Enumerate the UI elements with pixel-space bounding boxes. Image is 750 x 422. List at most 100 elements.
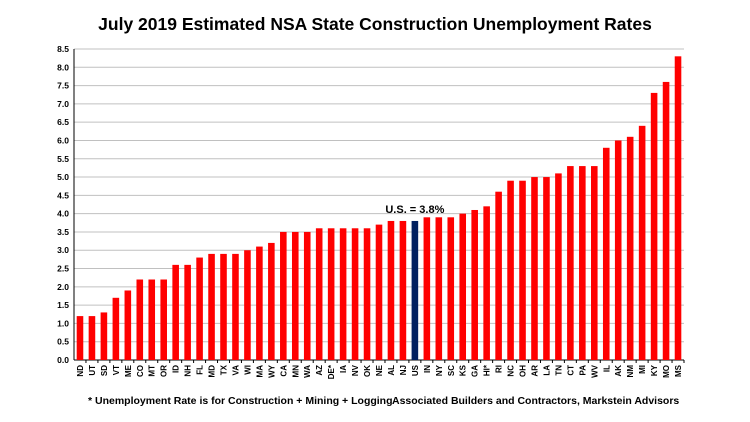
x-tick-label: OR	[160, 365, 169, 377]
y-tick-label: 0.0	[57, 355, 69, 365]
bar	[88, 316, 96, 360]
y-tick-label: 7.0	[57, 99, 69, 109]
x-tick-label: MS	[674, 364, 683, 377]
x-tick-label: SC	[447, 365, 456, 376]
bar	[172, 264, 179, 360]
bar	[662, 81, 670, 360]
bar-us	[411, 220, 419, 360]
y-tick-label: 3.0	[57, 245, 69, 255]
y-tick-label: 8.0	[57, 62, 69, 72]
y-tick-label: 2.5	[57, 264, 69, 274]
x-tick-label: KS	[459, 364, 468, 376]
bar	[423, 217, 431, 360]
x-tick-label: OK	[363, 365, 372, 377]
bar	[112, 297, 120, 360]
x-tick-label: NM	[626, 365, 635, 378]
bar	[76, 316, 84, 360]
bar	[614, 140, 622, 360]
x-tick-label: ME	[124, 364, 133, 377]
footnote-source: Associated Builders and Contractors, Mar…	[392, 395, 680, 407]
x-tick-label: AL	[387, 365, 396, 376]
us-annotation: U.S. = 3.8%	[385, 204, 444, 216]
bar	[531, 177, 538, 360]
bar	[363, 228, 371, 360]
x-tick-label: NV	[351, 364, 360, 376]
y-tick-label: 4.5	[57, 190, 69, 200]
bar	[375, 224, 383, 360]
y-tick-label: 6.0	[57, 135, 69, 145]
y-tick-label: 5.5	[57, 154, 69, 164]
y-tick-label: 8.5	[57, 44, 69, 54]
x-tick-label: AZ	[315, 365, 324, 376]
bar	[124, 290, 132, 360]
bar	[543, 177, 550, 360]
bar	[567, 166, 574, 360]
x-tick-label: MN	[291, 365, 300, 378]
bar	[100, 312, 108, 360]
x-tick-label: IL	[602, 365, 611, 372]
x-tick-label: TN	[554, 365, 563, 376]
x-tick-label: WI	[243, 365, 252, 375]
bar	[232, 253, 239, 360]
x-tick-label: HI*	[483, 364, 492, 376]
x-tick-label: CT	[566, 365, 575, 376]
bar	[591, 166, 598, 360]
bar	[303, 231, 311, 360]
x-tick-label: NJ	[399, 365, 408, 375]
bar	[471, 209, 478, 360]
footnote-methodology: * Unemployment Rate is for Construction …	[88, 395, 393, 407]
y-tick-label: 6.5	[57, 117, 69, 127]
bar	[650, 92, 658, 360]
bar	[136, 279, 144, 360]
x-tick-label: KY	[650, 364, 659, 376]
bar	[674, 56, 682, 360]
bar	[602, 147, 610, 360]
x-tick-label: NY	[435, 364, 444, 376]
x-tick-label: NC	[507, 365, 516, 377]
x-tick-label: IA	[339, 365, 348, 373]
bar	[196, 257, 203, 360]
bar	[339, 228, 347, 360]
x-tick-label: IN	[423, 365, 432, 373]
x-tick-label: US	[411, 364, 420, 376]
bar	[435, 217, 443, 360]
chart-title: July 2019 Estimated NSA State Constructi…	[98, 14, 652, 34]
bar	[626, 136, 634, 360]
bar	[315, 228, 323, 360]
bar	[184, 264, 191, 360]
y-tick-label: 4.0	[57, 209, 69, 219]
bar	[220, 253, 227, 360]
x-tick-label: TX	[220, 364, 229, 375]
bar	[519, 180, 526, 360]
x-tick-label: PA	[578, 365, 587, 376]
bar	[256, 246, 263, 360]
x-tick-label: MA	[255, 365, 264, 378]
bar	[638, 125, 646, 360]
x-tick-label: DE*	[327, 364, 336, 379]
x-tick-label: MD	[208, 365, 217, 378]
bar	[459, 213, 467, 360]
y-tick-label: 2.0	[57, 282, 69, 292]
bar	[291, 231, 299, 360]
x-tick-label: WA	[303, 365, 312, 378]
x-tick-label: RI	[495, 365, 504, 373]
x-tick-label: ID	[172, 365, 181, 373]
bar	[148, 279, 156, 360]
bar	[447, 217, 455, 360]
y-tick-label: 5.0	[57, 172, 69, 182]
bar	[387, 220, 395, 360]
y-tick-label: 3.5	[57, 227, 69, 237]
bar	[351, 228, 359, 360]
x-tick-label: MO	[662, 365, 671, 378]
x-tick-label: LA	[542, 365, 551, 376]
bar	[495, 191, 502, 360]
x-tick-label: AK	[614, 365, 623, 377]
y-tick-label: 7.5	[57, 81, 69, 91]
x-tick-label: SD	[100, 365, 109, 376]
bar	[160, 279, 167, 360]
bar	[244, 250, 251, 360]
y-tick-label: 1.0	[57, 318, 69, 328]
x-tick-label: GA	[471, 365, 480, 377]
bar	[507, 180, 514, 360]
x-tick-label: OH	[519, 365, 528, 377]
